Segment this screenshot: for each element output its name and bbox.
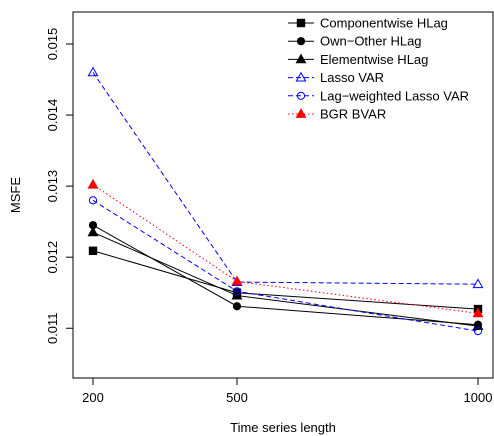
legend-marker <box>296 37 306 46</box>
y-axis-title: MSFE <box>8 177 23 213</box>
data-point <box>232 287 242 296</box>
data-point <box>232 302 242 311</box>
legend-label: BGR BVAR <box>320 107 386 122</box>
data-point <box>88 196 98 205</box>
legend-marker <box>295 108 307 118</box>
legend-label: Componentwise HLag <box>320 16 448 31</box>
x-tick-label: 1000 <box>464 390 493 405</box>
data-point <box>231 275 243 286</box>
legend-label: Lasso VAR <box>320 70 384 85</box>
x-tick-label: 200 <box>82 390 104 405</box>
series-line <box>92 231 479 327</box>
axes: 200 500 1000 0.011 0.012 0.013 0.014 0.015 <box>45 28 492 405</box>
legend: Componentwise HLag Own−Other HLag Elementw… <box>288 16 469 122</box>
legend-entry: Elementwise HLag <box>288 52 428 67</box>
legend-entry: Lasso VAR <box>288 70 384 85</box>
series-layer <box>87 66 484 336</box>
series-line <box>92 250 479 310</box>
legend-entry: BGR BVAR <box>288 107 386 122</box>
data-point <box>87 66 99 77</box>
series-line <box>92 199 479 332</box>
series-2 <box>87 226 484 331</box>
plot-frame <box>72 11 494 379</box>
y-tick-label: 0.011 <box>45 312 60 344</box>
series-line <box>92 184 479 314</box>
x-axis-title: Time series length <box>230 420 336 435</box>
data-point <box>87 178 99 189</box>
data-point <box>472 320 484 331</box>
legend-marker <box>296 18 306 28</box>
y-tick-label: 0.015 <box>45 28 60 61</box>
data-point <box>87 226 99 237</box>
legend-marker <box>295 53 307 64</box>
y-tick-label: 0.012 <box>45 241 60 274</box>
legend-marker <box>295 71 307 82</box>
y-tick-label: 0.013 <box>45 170 60 203</box>
data-point <box>473 326 483 336</box>
legend-entry: Lag−weighted Lasso VAR <box>288 88 469 103</box>
data-point <box>472 278 484 289</box>
legend-marker <box>296 91 306 100</box>
series-4 <box>88 196 483 336</box>
series-line <box>92 72 479 285</box>
x-tick-label: 500 <box>226 390 248 405</box>
legend-label: Lag−weighted Lasso VAR <box>320 88 469 103</box>
legend-entry: Own−Other HLag <box>288 34 422 49</box>
y-tick-label: 0.014 <box>45 99 60 132</box>
data-point <box>88 246 98 255</box>
series-5 <box>87 178 484 318</box>
data-point <box>472 307 484 318</box>
legend-label: Elementwise HLag <box>320 52 428 67</box>
series-line <box>92 224 479 326</box>
legend-label: Own−Other HLag <box>320 34 422 49</box>
legend-entry: Componentwise HLag <box>288 16 448 31</box>
series-1 <box>88 221 483 329</box>
